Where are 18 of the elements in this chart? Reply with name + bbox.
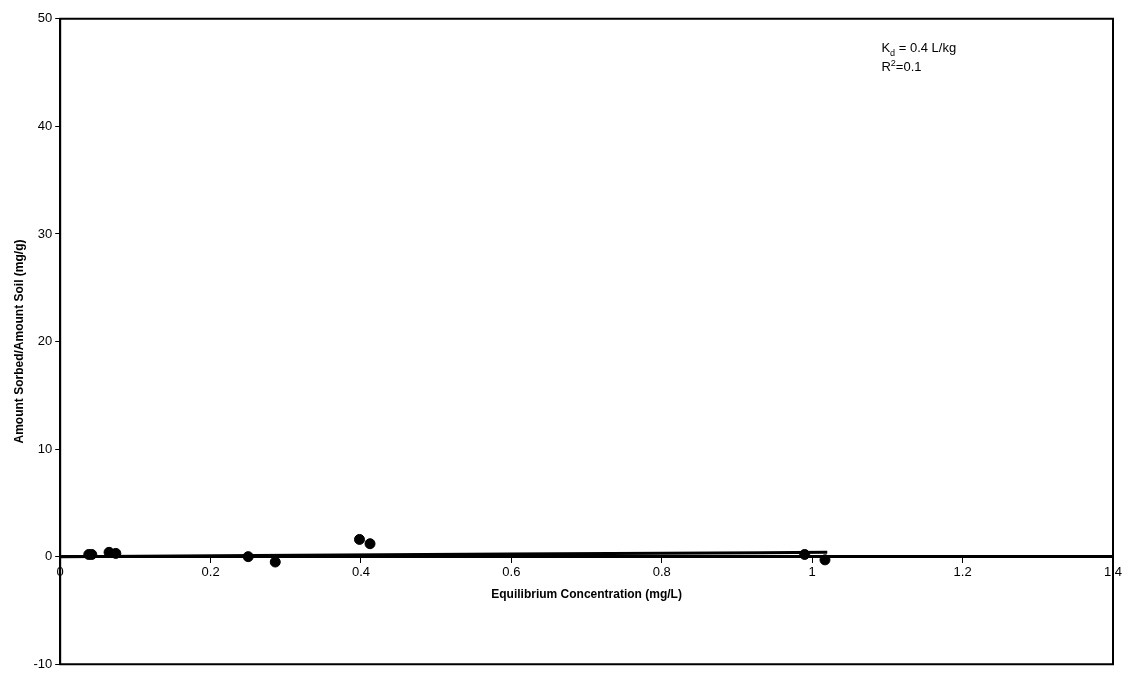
- x-tick-label: 0.4: [351, 564, 371, 580]
- y-tick-label: 10: [37, 440, 53, 456]
- y-axis-title: Amount Sorbed/Amount Soil (mg/g): [11, 239, 26, 444]
- point: [819, 554, 831, 566]
- x-tick-label: 0.8: [652, 564, 671, 580]
- x-tick-label: 1: [808, 564, 816, 580]
- y-tick-label: 30: [37, 225, 53, 241]
- x-tick-label: 0.6: [502, 564, 521, 580]
- y-tick-label: 0: [44, 548, 53, 564]
- point: [364, 538, 376, 550]
- y-tick-label: -10: [33, 655, 53, 671]
- x-tick-label: 0.2: [201, 564, 220, 580]
- point: [353, 533, 365, 545]
- y-tick-label: 50: [37, 10, 53, 26]
- y-tick-label: 40: [37, 117, 53, 133]
- x-axis-title: Equilibrium Concentration (mg/L): [491, 586, 682, 601]
- x-tick-label: 1.2: [953, 564, 972, 580]
- y-tick-label: 20: [37, 333, 53, 349]
